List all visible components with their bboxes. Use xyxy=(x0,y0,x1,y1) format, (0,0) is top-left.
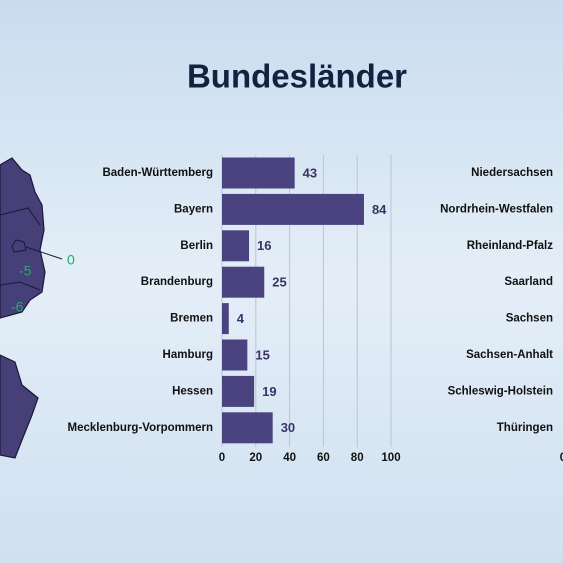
map-border xyxy=(0,281,41,291)
category-label: Bremen xyxy=(170,313,213,325)
category-label: Nordrhein-Westfalen xyxy=(440,203,553,215)
bar xyxy=(222,412,273,444)
category-label: Hessen xyxy=(172,385,213,397)
category-label: Niedersachsen xyxy=(471,167,553,179)
category-label: Thüringen xyxy=(497,422,553,434)
bar xyxy=(222,266,265,298)
bar xyxy=(222,230,250,262)
x-tick-label: 100 xyxy=(381,452,400,464)
map-label: -5 xyxy=(19,263,32,279)
x-tick-label: 80 xyxy=(351,452,364,464)
x-tick-label: 0 xyxy=(560,452,563,464)
x-tick-label: 20 xyxy=(249,452,262,464)
x-tick-label: 60 xyxy=(317,452,330,464)
category-label: Saarland xyxy=(504,276,553,288)
bar xyxy=(222,375,255,407)
value-label: 16 xyxy=(257,238,271,253)
leader-line xyxy=(25,246,63,260)
value-label: 4 xyxy=(237,311,245,326)
category-label: Schleswig-Holstein xyxy=(448,385,553,397)
category-label: Berlin xyxy=(180,240,213,252)
category-label: Hamburg xyxy=(163,349,213,361)
bar xyxy=(222,339,248,371)
value-label: 84 xyxy=(372,202,387,217)
value-label: 43 xyxy=(303,165,317,180)
value-label: 25 xyxy=(272,275,286,290)
value-label: 30 xyxy=(281,420,295,435)
map: 0 -5 -6 xyxy=(0,157,75,459)
category-label: Baden-Württemberg xyxy=(102,167,213,179)
page-title: Bundesländer xyxy=(187,58,407,95)
bar xyxy=(222,303,229,335)
value-label: 19 xyxy=(262,384,276,399)
map-label: -6 xyxy=(11,299,24,315)
map-border xyxy=(0,207,41,226)
map-label: 0 xyxy=(67,252,75,268)
category-label: Rheinland-Pfalz xyxy=(467,240,554,252)
bar xyxy=(222,193,364,225)
category-label: Brandenburg xyxy=(141,276,213,288)
value-label: 15 xyxy=(255,347,269,362)
category-label: Mecklenburg-Vorpommern xyxy=(68,422,213,434)
bar xyxy=(222,157,295,189)
category-label: Sachsen xyxy=(506,313,553,325)
map-region xyxy=(11,239,27,253)
category-label: Bayern xyxy=(174,203,213,215)
map-region xyxy=(0,354,39,459)
map-region xyxy=(0,157,46,319)
x-tick-label: 40 xyxy=(283,452,296,464)
category-label: Sachsen-Anhalt xyxy=(466,349,553,361)
x-tick-label: 0 xyxy=(219,452,225,464)
